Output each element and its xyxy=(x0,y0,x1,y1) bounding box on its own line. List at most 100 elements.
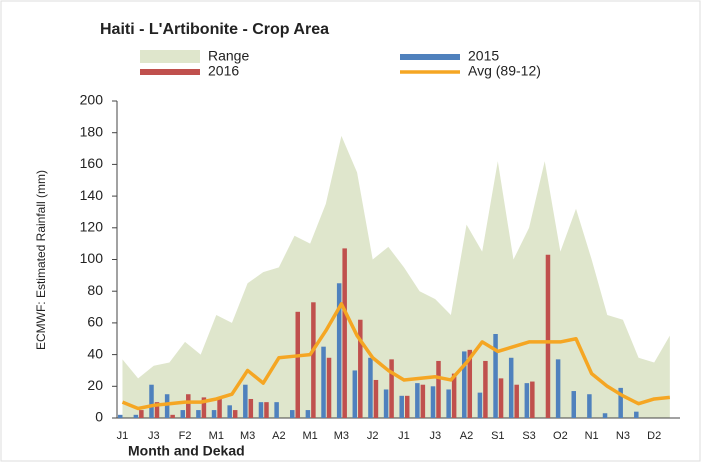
bar xyxy=(321,346,326,418)
bar xyxy=(493,333,498,418)
bar xyxy=(508,357,514,418)
y-axis-label: ECMWF: Estimated Rainfall (mm) xyxy=(34,170,48,350)
bar xyxy=(430,386,436,418)
bar xyxy=(243,384,248,418)
bar xyxy=(180,410,186,418)
x-tick-label: A2 xyxy=(460,430,473,442)
x-tick-label: J2 xyxy=(367,430,379,442)
bar xyxy=(170,414,175,418)
bar xyxy=(404,395,410,418)
x-tick-label: J1 xyxy=(117,430,129,442)
bar xyxy=(232,410,238,418)
y-tick-label: 140 xyxy=(80,187,104,203)
bar xyxy=(383,389,389,418)
bar xyxy=(618,387,623,418)
bar xyxy=(530,381,535,418)
bar xyxy=(462,351,467,418)
bar xyxy=(201,397,207,418)
x-tick-label: J3 xyxy=(429,430,441,442)
x-tick-label: M3 xyxy=(334,430,349,442)
x-tick-label: N1 xyxy=(585,430,599,442)
y-tick-label: 60 xyxy=(87,314,103,330)
range-area xyxy=(122,135,670,418)
y-tick-label: 100 xyxy=(80,250,104,266)
x-tick-label: M3 xyxy=(240,430,255,442)
bar xyxy=(326,357,332,418)
y-tick-label: 80 xyxy=(87,282,103,298)
bar xyxy=(545,254,551,418)
bar xyxy=(368,357,373,418)
bar xyxy=(311,302,316,418)
bar xyxy=(555,359,561,418)
bar xyxy=(514,384,519,418)
y-tick-label: 40 xyxy=(87,345,103,361)
legend-swatch xyxy=(400,54,460,60)
avg-line xyxy=(121,302,671,411)
x-axis-label: Month and Dekad xyxy=(128,443,245,459)
bar xyxy=(217,398,222,418)
bar xyxy=(451,373,457,418)
bar xyxy=(290,410,295,418)
bar xyxy=(186,394,191,418)
bar xyxy=(399,395,404,418)
x-tick-label: F2 xyxy=(179,430,192,442)
x-tick-label: S1 xyxy=(491,430,504,442)
chart-title: Haiti - L'Artibonite - Crop Area xyxy=(100,21,329,38)
x-tick-label: N3 xyxy=(616,430,630,442)
bar xyxy=(436,360,441,418)
bar xyxy=(467,349,473,418)
y-tick-label: 120 xyxy=(80,219,104,235)
bar xyxy=(139,410,144,418)
bar xyxy=(336,283,342,418)
x-tick-label: S3 xyxy=(522,430,535,442)
x-tick-label: J3 xyxy=(148,430,160,442)
y-tick-label: 20 xyxy=(87,377,103,393)
legend-swatch xyxy=(140,50,200,63)
bar xyxy=(498,378,504,418)
bar xyxy=(264,402,269,418)
bar xyxy=(602,413,608,418)
bar xyxy=(446,389,451,418)
y-tick-label: 0 xyxy=(95,409,103,425)
bar xyxy=(477,392,483,418)
bar xyxy=(211,410,217,418)
bar xyxy=(342,248,347,418)
y-tick-label: 180 xyxy=(80,123,104,139)
bar xyxy=(295,311,301,418)
x-tick-label: J1 xyxy=(398,430,410,442)
bar xyxy=(154,402,160,418)
x-tick-label: O2 xyxy=(553,430,568,442)
bar xyxy=(248,398,254,418)
bar xyxy=(634,411,639,418)
bar xyxy=(389,359,394,418)
bar xyxy=(133,414,139,418)
bar xyxy=(117,414,123,418)
bar xyxy=(305,410,311,418)
x-tick-label: A2 xyxy=(272,430,285,442)
bar xyxy=(274,402,279,418)
bar xyxy=(571,391,577,418)
bar xyxy=(483,360,488,418)
bar xyxy=(149,384,154,418)
x-tick-label: M1 xyxy=(209,430,224,442)
legend-label: 2016 xyxy=(208,63,239,79)
y-tick-label: 200 xyxy=(80,92,104,108)
legend-label: Range xyxy=(208,48,249,64)
bar xyxy=(164,394,170,418)
bar xyxy=(227,405,232,418)
bar xyxy=(420,384,426,418)
bar xyxy=(415,383,420,418)
bar xyxy=(373,379,379,418)
legend-label: Avg (89-12) xyxy=(468,63,541,79)
bar xyxy=(358,319,363,418)
bar xyxy=(258,402,264,418)
bar xyxy=(587,394,592,418)
bar xyxy=(196,410,201,418)
bar xyxy=(524,383,530,418)
legend-label: 2015 xyxy=(468,48,499,64)
x-tick-label: D2 xyxy=(647,430,661,442)
x-tick-label: M1 xyxy=(302,430,317,442)
bar xyxy=(352,370,358,418)
legend-swatch xyxy=(140,69,200,75)
